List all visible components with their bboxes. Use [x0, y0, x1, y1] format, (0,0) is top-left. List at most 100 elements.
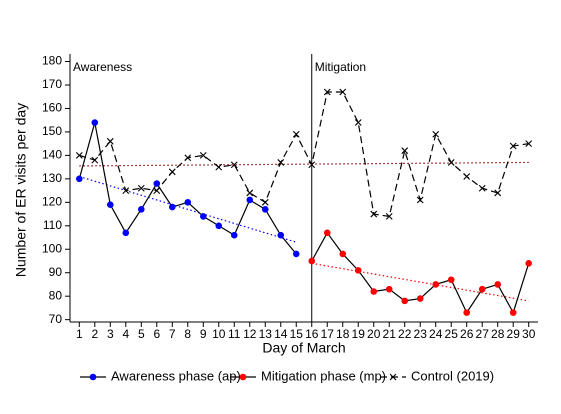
y-tick-label: 150: [42, 124, 62, 138]
point: [184, 199, 192, 206]
trend-line: [311, 262, 529, 302]
point: [137, 184, 145, 192]
point: [199, 213, 207, 220]
legend-marker: [239, 373, 247, 381]
x-tick-label: 29: [507, 327, 521, 341]
x-tick-label: 20: [367, 327, 381, 341]
point: [292, 130, 300, 138]
point: [230, 161, 238, 169]
x-tick-label: 22: [398, 327, 412, 341]
point: [246, 196, 254, 204]
annotation: Mitigation: [315, 60, 366, 74]
legend-label: Control (2019): [411, 368, 494, 383]
x-tick-label: 5: [138, 327, 145, 341]
point: [447, 159, 455, 166]
point: [230, 231, 238, 239]
point: [153, 187, 161, 194]
point: [168, 203, 176, 211]
point: [91, 156, 99, 164]
point: [401, 147, 409, 155]
legend-marker: [89, 373, 97, 381]
point: [370, 288, 378, 295]
x-tick-label: 21: [383, 327, 397, 341]
point: [416, 196, 424, 204]
x-tick-label: 26: [460, 327, 474, 341]
point: [525, 260, 533, 267]
x-tick-label: 25: [445, 327, 459, 341]
point: [432, 130, 440, 138]
point: [525, 140, 533, 148]
x-tick-label: 23: [414, 327, 428, 341]
y-tick-label: 90: [49, 265, 63, 279]
x-tick-label: 8: [184, 327, 191, 341]
trend-line: [79, 175, 297, 243]
x-tick-label: 19: [352, 327, 366, 341]
point: [370, 210, 378, 218]
point: [463, 173, 471, 180]
annotation: Awareness: [73, 60, 132, 74]
x-tick-label: 6: [153, 327, 160, 341]
y-axis-label: Number of ER visits per day: [13, 103, 29, 277]
point: [354, 267, 362, 274]
x-tick-label: 7: [169, 327, 176, 341]
x-tick-label: 28: [491, 327, 505, 341]
trend-line: [79, 161, 529, 167]
y-tick-label: 70: [49, 312, 63, 326]
point: [494, 189, 502, 197]
x-tick-label: 9: [200, 327, 207, 341]
y-tick-label: 110: [43, 218, 62, 232]
point: [416, 295, 424, 302]
point: [447, 276, 455, 284]
point: [246, 189, 254, 197]
point: [106, 137, 114, 145]
point: [153, 180, 161, 187]
point: [401, 297, 409, 305]
point: [323, 229, 331, 237]
y-tick-label: 180: [42, 54, 62, 68]
y-tick-label: 130: [42, 171, 62, 185]
point: [494, 281, 502, 288]
x-tick-label: 3: [107, 327, 114, 341]
legend-label: Mitigation phase (mp): [261, 368, 386, 383]
point: [478, 285, 486, 293]
y-tick-label: 100: [42, 241, 62, 255]
point: [277, 231, 285, 239]
point: [122, 187, 130, 194]
x-tick-label: 2: [91, 327, 98, 341]
point: [354, 119, 362, 126]
point: [215, 222, 223, 230]
x-tick-label: 12: [243, 327, 257, 341]
point: [509, 309, 517, 316]
legend-label: Awareness phase (ap): [111, 368, 241, 383]
point: [261, 198, 269, 206]
x-tick-label: 18: [336, 327, 350, 341]
point: [308, 257, 316, 265]
x-tick-label: 27: [476, 327, 490, 341]
point: [75, 151, 83, 159]
y-tick-label: 120: [42, 194, 62, 208]
x-tick-label: 11: [228, 327, 241, 341]
point: [385, 213, 393, 220]
point: [122, 229, 130, 237]
point: [261, 206, 269, 213]
point: [184, 154, 192, 162]
point: [385, 285, 393, 293]
x-tick-label: 10: [212, 327, 226, 341]
point: [432, 281, 440, 288]
x-tick-label: 14: [274, 327, 288, 341]
x-tick-label: 4: [122, 327, 129, 341]
point: [199, 151, 207, 159]
point: [91, 119, 99, 126]
x-tick-label: 17: [321, 327, 335, 341]
legend-marker: [389, 373, 397, 381]
x-tick-label: 16: [305, 327, 319, 341]
point: [478, 184, 486, 192]
point: [137, 206, 145, 213]
point: [463, 309, 471, 316]
y-tick-label: 140: [42, 148, 62, 162]
x-tick-label: 30: [522, 327, 536, 341]
point: [215, 163, 223, 171]
y-tick-label: 160: [42, 101, 62, 115]
point: [292, 250, 300, 258]
